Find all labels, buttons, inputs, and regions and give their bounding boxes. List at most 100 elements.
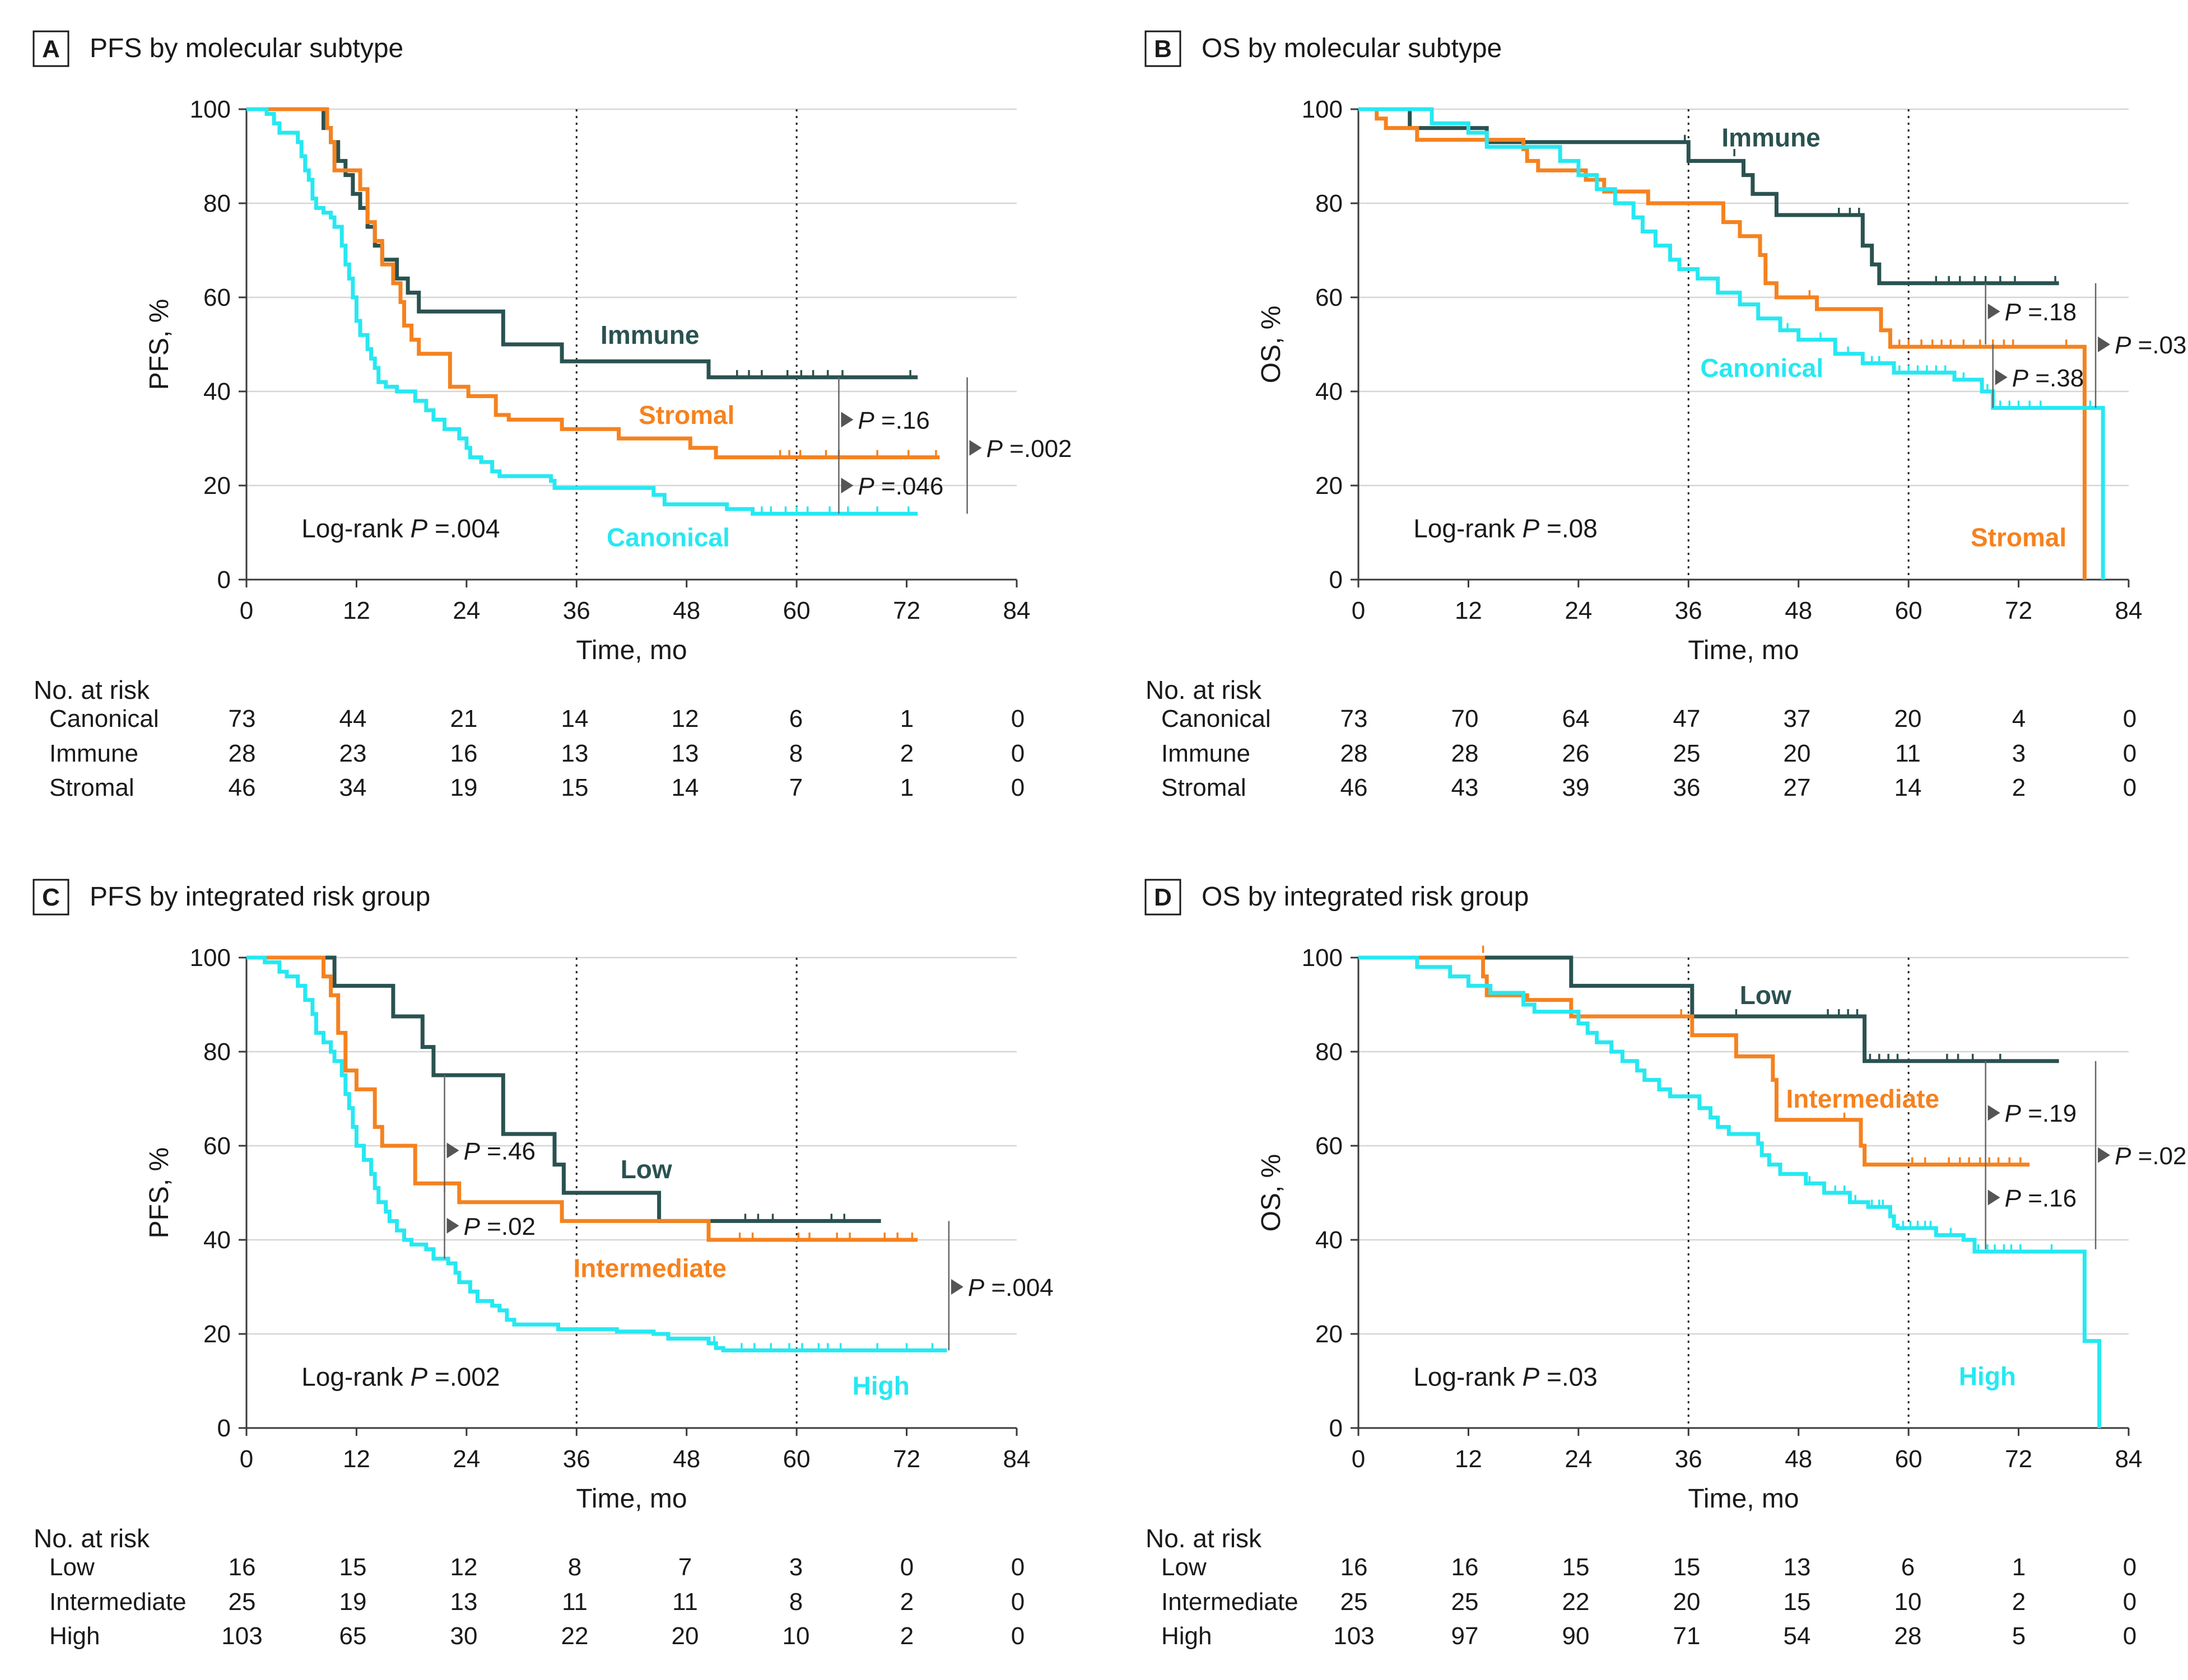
pvalue-p: P	[2115, 1142, 2131, 1170]
risk-value: 2	[900, 1588, 914, 1616]
risk-row-label: Stromal	[49, 774, 134, 801]
risk-value: 73	[1340, 705, 1368, 732]
panel-title: PFS by integrated risk group	[90, 882, 430, 912]
logrank-p: P	[411, 1362, 428, 1391]
y-tick-label: 40	[1315, 1226, 1343, 1254]
x-tick-label: 84	[2115, 597, 2143, 624]
risk-value: 28	[1340, 740, 1368, 767]
logrank-prefix: Log-rank	[1413, 514, 1522, 543]
series-label: Intermediate	[1786, 1084, 1940, 1113]
risk-value: 0	[1011, 1553, 1025, 1581]
logrank-p: P	[1523, 1362, 1540, 1391]
y-tick-label: 0	[217, 566, 231, 594]
risk-value: 90	[1562, 1622, 1590, 1650]
risk-value: 25	[1340, 1588, 1368, 1616]
pvalue-p: P	[2012, 365, 2029, 392]
y-tick-label: 100	[190, 96, 231, 123]
panel-letter: C	[42, 884, 60, 911]
risk-value: 15	[1562, 1553, 1590, 1581]
risk-value: 71	[1673, 1622, 1701, 1650]
risk-value: 73	[229, 705, 256, 732]
risk-value: 2	[2012, 774, 2026, 801]
pvalue-label: P =.03	[2115, 332, 2186, 359]
x-tick-label: 36	[1675, 1445, 1702, 1473]
series-label: Immune	[600, 320, 699, 349]
x-tick-label: 12	[343, 1445, 370, 1473]
y-axis-title: OS, %	[1256, 1154, 1286, 1232]
panel-title: OS by integrated risk group	[1202, 882, 1529, 912]
risk-table-title: No. at risk	[34, 1524, 150, 1553]
pvalue-value: =.004	[984, 1274, 1054, 1301]
pvalue-value: =.19	[2021, 1100, 2077, 1127]
y-tick-label: 40	[203, 378, 231, 405]
x-tick-label: 36	[1675, 597, 1702, 624]
pvalue-value: =.03	[2131, 332, 2186, 359]
risk-value: 8	[568, 1553, 581, 1581]
logrank-value: =.004	[427, 514, 500, 543]
risk-value: 0	[1011, 1622, 1025, 1650]
risk-value: 12	[672, 705, 699, 732]
risk-value: 97	[1451, 1622, 1479, 1650]
km-curve-canonical	[246, 107, 918, 516]
pvalue-label: P =.16	[858, 407, 929, 434]
risk-row-label: Low	[49, 1553, 95, 1581]
risk-value: 7	[678, 1553, 692, 1581]
risk-value: 36	[1673, 774, 1701, 801]
y-tick-label: 100	[1302, 96, 1343, 123]
risk-value: 34	[339, 774, 367, 801]
pvalue-p: P	[464, 1213, 481, 1240]
risk-value: 1	[900, 705, 914, 732]
logrank-label: Log-rank P =.08	[1413, 514, 1598, 543]
x-tick-label: 0	[240, 597, 253, 624]
risk-value: 20	[1784, 740, 1811, 767]
panel-title: OS by molecular subtype	[1202, 34, 1502, 63]
pvalue-arrow-icon	[446, 1217, 459, 1234]
km-curve-immune	[246, 107, 918, 380]
panel-letter-box	[32, 30, 69, 67]
km-curve-high	[1358, 955, 2102, 1428]
x-tick-label: 0	[240, 1445, 253, 1473]
y-tick-label: 0	[217, 1415, 231, 1442]
pvalue-value: =.38	[2028, 365, 2084, 392]
panel-letter: A	[42, 35, 60, 63]
pvalue-arrow-icon	[951, 1279, 963, 1295]
risk-value: 65	[339, 1622, 367, 1650]
risk-value: 13	[561, 740, 589, 767]
x-axis-title: Time, mo	[1688, 636, 1799, 665]
pvalue-p: P	[968, 1274, 985, 1301]
logrank-value: =.08	[1539, 514, 1598, 543]
risk-value: 46	[229, 774, 256, 801]
pvalue-arrow-icon	[2098, 337, 2111, 352]
pvalue-label: P =.046	[858, 473, 943, 500]
risk-value: 2	[900, 740, 914, 767]
risk-value: 3	[2012, 740, 2026, 767]
x-tick-label: 24	[1565, 597, 1592, 624]
km-curve-high	[246, 955, 947, 1352]
x-tick-label: 60	[783, 597, 811, 624]
risk-value: 8	[789, 740, 803, 767]
x-tick-label: 72	[2005, 597, 2032, 624]
logrank-label: Log-rank P =.002	[301, 1362, 500, 1391]
km-curve-low	[246, 955, 881, 1223]
risk-value: 70	[1451, 705, 1479, 732]
x-tick-label: 0	[1352, 1445, 1365, 1473]
pvalue-arrow-icon	[841, 478, 854, 493]
risk-value: 23	[339, 740, 367, 767]
risk-value: 19	[339, 1588, 367, 1616]
risk-value: 21	[450, 705, 478, 732]
panel-letter-box	[1144, 30, 1181, 67]
x-tick-label: 24	[1565, 1445, 1592, 1473]
x-tick-label: 84	[1003, 597, 1031, 624]
x-tick-label: 48	[1785, 597, 1812, 624]
pvalue-arrow-icon	[1995, 369, 2008, 385]
risk-row-label: Immune	[1161, 740, 1250, 767]
risk-row-label: Canonical	[49, 705, 159, 732]
risk-value: 22	[561, 1622, 589, 1650]
panel-letter: B	[1154, 35, 1172, 63]
y-tick-label: 40	[1315, 378, 1343, 405]
x-tick-label: 84	[2115, 1445, 2143, 1473]
risk-value: 14	[1894, 774, 1922, 801]
risk-value: 10	[1894, 1588, 1922, 1616]
